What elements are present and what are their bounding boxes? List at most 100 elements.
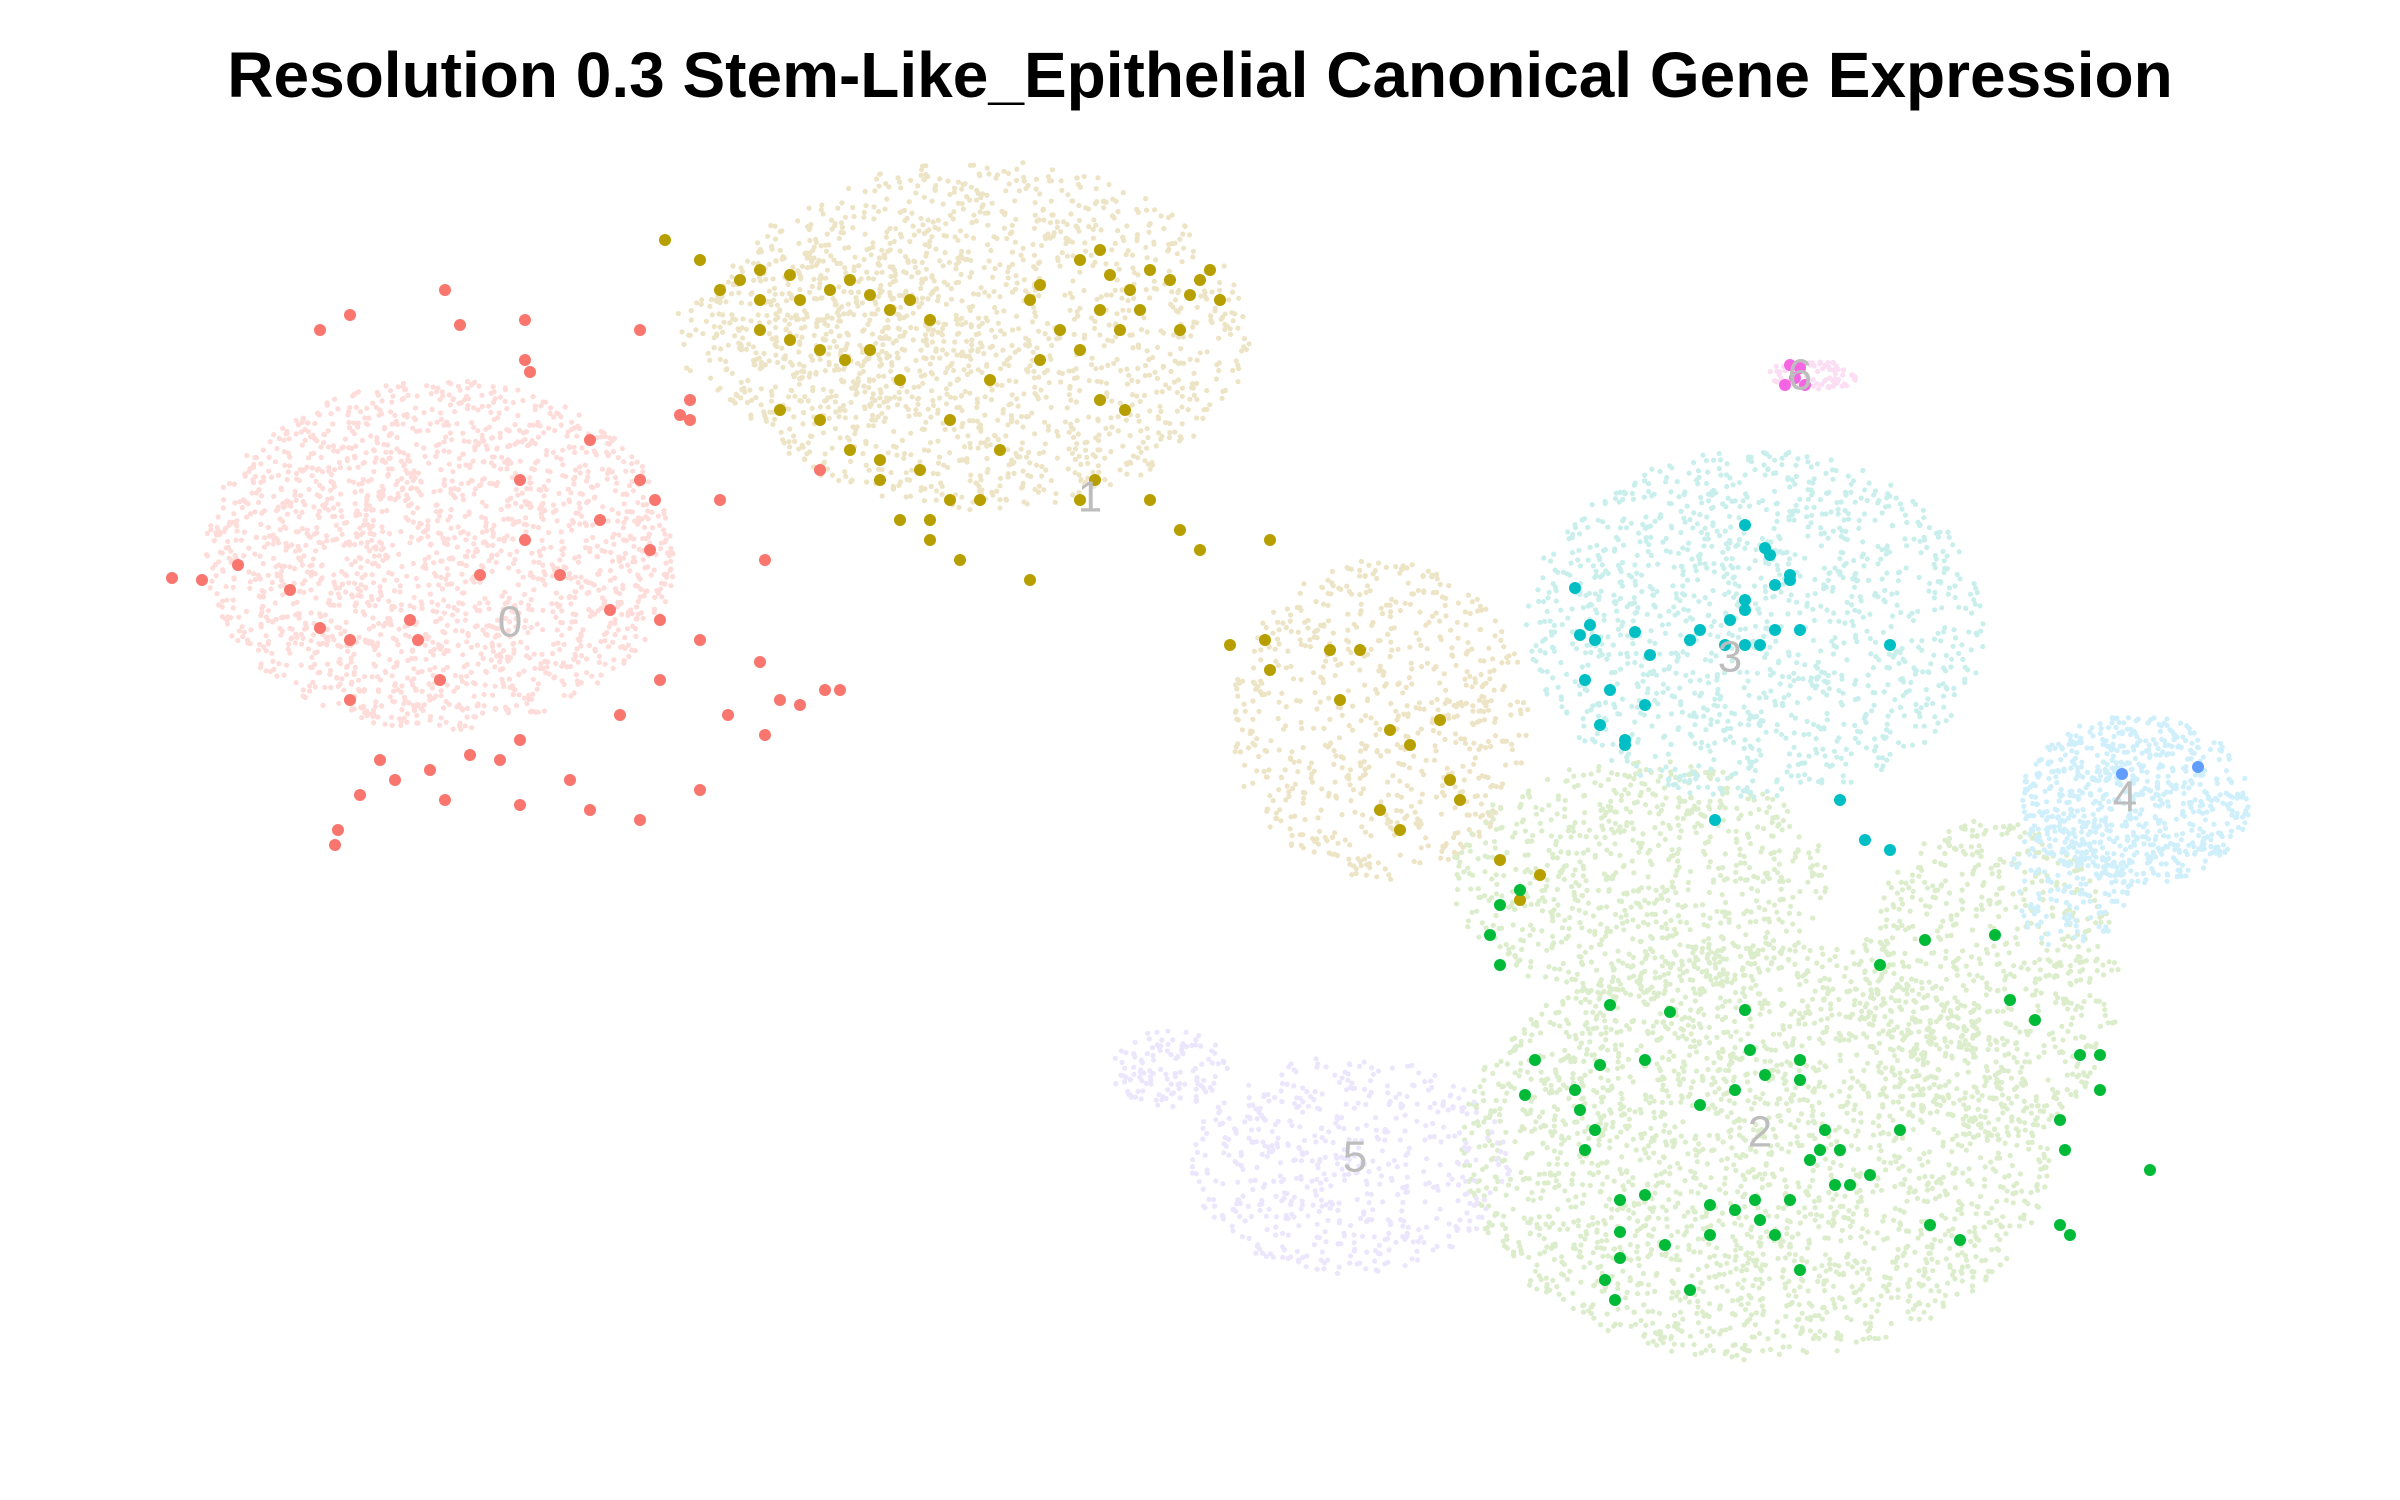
cluster-1-cell-point xyxy=(1467,746,1472,751)
cluster-0-cell-point xyxy=(490,543,495,548)
cluster-1-cell-point xyxy=(855,390,860,395)
cluster-1-cell-point xyxy=(767,358,772,363)
cluster-1-cell-point xyxy=(1148,221,1153,226)
cluster-2-cell-point xyxy=(1786,1108,1791,1113)
cluster-0-cell-point xyxy=(670,551,675,556)
cluster-1-cell-point xyxy=(1393,564,1398,569)
cluster-0-cell-point xyxy=(616,455,621,460)
cluster-0-cell-point xyxy=(457,456,462,461)
cluster-0-cell-point xyxy=(366,416,371,421)
cluster-0-cell-point xyxy=(401,463,406,468)
cluster-1-cell-point xyxy=(1399,566,1404,571)
cluster-1-cell-point xyxy=(1413,705,1418,710)
cluster-0-cell-point xyxy=(559,595,564,600)
cluster-1-cell-point xyxy=(809,434,814,439)
cluster-1-cell-point xyxy=(1216,336,1221,341)
cluster-2-cell-point xyxy=(1871,1120,1876,1125)
cluster-1-cell-point xyxy=(1191,385,1196,390)
cluster-1-cell-point xyxy=(965,372,970,377)
cluster-0-cell-point xyxy=(283,541,288,546)
cluster-1-cell-point xyxy=(959,249,964,254)
cluster-1-cell-point xyxy=(1250,781,1255,786)
cluster-1-cell-point xyxy=(1021,391,1026,396)
cluster-1-cell-point xyxy=(1161,226,1166,231)
cluster-0-cell-point xyxy=(578,491,583,496)
cluster-1-cell-point xyxy=(786,439,791,444)
cluster-1-cell-point xyxy=(1385,780,1390,785)
cluster-1-cell-point xyxy=(1188,333,1193,338)
cluster-1-cell-point xyxy=(1409,804,1414,809)
cluster-1-cell-point xyxy=(1032,226,1037,231)
cluster-0-cell-point xyxy=(450,612,455,617)
cluster-0-cell-point xyxy=(595,483,600,488)
cluster-1-cell-point xyxy=(1147,373,1152,378)
cluster-1-cell-point xyxy=(777,307,782,312)
cluster-0-cell-point xyxy=(268,439,273,444)
cluster-1-cell-point xyxy=(969,347,974,352)
cluster-1-cell-point xyxy=(759,249,764,254)
cluster-0-cell-point xyxy=(371,708,376,713)
cluster-0-cell-point xyxy=(212,538,217,543)
cluster-1-cell-point xyxy=(1300,832,1305,837)
cluster-0-cell-point xyxy=(248,627,253,632)
cluster-0-cell-point xyxy=(311,433,316,438)
cluster-1-cell-point xyxy=(891,296,896,301)
cluster-1-cell-point xyxy=(821,387,826,392)
cluster-1-cell-point xyxy=(1076,432,1081,437)
cluster-0-cell-point xyxy=(593,648,598,653)
cluster-1-cell-point xyxy=(1075,375,1080,380)
cluster-0-cell-point xyxy=(389,622,394,627)
cluster-1-cell-point xyxy=(968,357,973,362)
cluster-0-cell-point xyxy=(287,463,292,468)
cluster-0-cell-point xyxy=(650,525,655,530)
cluster-0-cell-point xyxy=(363,572,368,577)
cluster-1-cell-point xyxy=(922,373,927,378)
cluster-1-cell-point xyxy=(923,172,928,177)
cluster-1-cell-point xyxy=(1082,240,1087,245)
cluster-1-cell-point xyxy=(1364,873,1369,878)
cluster-1-cell-point xyxy=(935,471,940,476)
cluster-1-cell-point xyxy=(1438,856,1443,861)
cluster-0-cell-point xyxy=(314,525,319,530)
cluster-1-cell-point xyxy=(883,334,888,339)
cluster-0-cell-point xyxy=(550,609,555,614)
cluster-2-cell-point xyxy=(1799,1111,1804,1116)
cluster-1-cell-point xyxy=(1352,810,1357,815)
cluster-0-cell-point xyxy=(294,471,299,476)
cluster-0-cell-point xyxy=(279,569,284,574)
cluster-0-cell-point xyxy=(618,645,623,650)
cluster-1-cell-point xyxy=(1409,681,1414,686)
cluster-0-cell-point xyxy=(366,522,371,527)
cluster-2-cell-point xyxy=(1649,1234,1654,1239)
cluster-0-cell-point xyxy=(559,529,564,534)
cluster-1-cell-point xyxy=(1198,350,1203,355)
cluster-0-cell-point xyxy=(465,386,470,391)
cluster-1-cell-point xyxy=(1363,772,1368,777)
cluster-0-cell-point xyxy=(282,449,287,454)
cluster-1-cell-point xyxy=(1321,622,1326,627)
cluster-1-cell-point xyxy=(1135,379,1140,384)
cluster-2-cell-point xyxy=(1755,1205,1760,1210)
cluster-0-cell-point xyxy=(491,400,496,405)
cluster-1-cell-point xyxy=(1388,640,1393,645)
cluster-0-cell-point xyxy=(260,604,265,609)
cluster-0-cell-point xyxy=(491,649,496,654)
cluster-1-cell-point xyxy=(1169,289,1174,294)
cluster-1-cell-point xyxy=(1285,606,1290,611)
cluster-1-cell-point xyxy=(1519,760,1524,765)
cluster-1-cell-point xyxy=(1501,644,1506,649)
cluster-1-cell-point xyxy=(684,365,689,370)
cluster-1-cell-point xyxy=(1317,829,1322,834)
cluster-2-cell-point xyxy=(1619,1154,1624,1159)
cluster-0-cell-point xyxy=(652,567,657,572)
cluster-0-cell-point xyxy=(399,690,404,695)
cluster-1-cell-point xyxy=(864,479,869,484)
cluster-1-cell-point xyxy=(1348,798,1353,803)
cluster-0-cell-point xyxy=(345,458,350,463)
cluster-0-cell-point xyxy=(506,516,511,521)
cluster-1-cell-point xyxy=(1341,756,1346,761)
cluster-1-cell-point xyxy=(1014,167,1019,172)
cluster-1-cell-point xyxy=(963,257,968,262)
cluster-1-cell-point xyxy=(1049,343,1054,348)
cluster-2-cell-point xyxy=(1846,1094,1851,1099)
